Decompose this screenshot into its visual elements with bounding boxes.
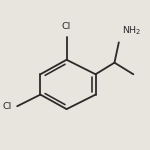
Text: Cl: Cl bbox=[62, 22, 71, 31]
Text: Cl: Cl bbox=[2, 102, 11, 111]
Text: NH$_2$: NH$_2$ bbox=[122, 24, 141, 37]
